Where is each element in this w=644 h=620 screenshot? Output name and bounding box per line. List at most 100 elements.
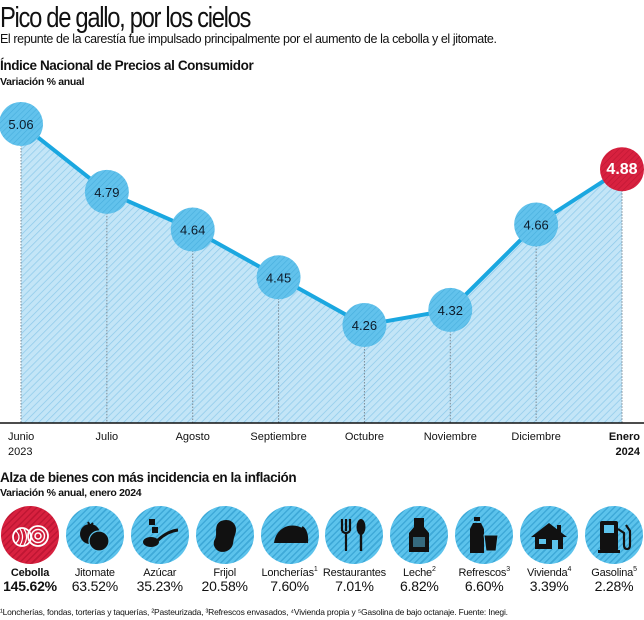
- item-gasolina: Gasolina5 2.28%: [581, 506, 644, 594]
- point-marker: [428, 287, 473, 332]
- data-label: 4.45: [266, 270, 291, 285]
- data-label: 4.88: [606, 161, 637, 178]
- x-tick-month: Diciembre: [511, 431, 561, 443]
- item-name: Gasolina5: [591, 566, 637, 579]
- item-value: 2.28%: [594, 578, 634, 594]
- item-name: Refrescos3: [458, 566, 511, 579]
- x-tick-label: Agosto: [176, 430, 210, 445]
- item-frijol: Frijol 20.58%: [192, 506, 258, 594]
- fork-spoon-icon: [341, 519, 366, 551]
- milk-bottle-icon: [409, 518, 430, 552]
- data-point: 4.79: [84, 169, 129, 214]
- sugar-spoon-icon: [142, 519, 178, 547]
- item-value: 3.39%: [529, 578, 569, 594]
- item-name: Jitomate: [74, 567, 115, 579]
- data-label: 4.79: [94, 185, 119, 200]
- data-point: 5.06: [0, 102, 43, 146]
- item-az-car: Azúcar 35.23%: [127, 506, 193, 594]
- item-name: Vivienda4: [527, 566, 572, 579]
- point-marker: [256, 255, 301, 300]
- point-marker: [514, 202, 559, 247]
- items-list: Cebolla 145.62% Jitomate 63.52% Azúcar 35.23%…: [0, 506, 644, 596]
- x-tick-label: Septiembre: [250, 430, 306, 445]
- point-marker: [0, 102, 43, 146]
- items-subtitle: Variación % anual, enero 2024: [0, 487, 142, 499]
- footnote: ¹Loncherías, fondas, torterías y taquerí…: [0, 607, 508, 617]
- item-value: 6.60%: [464, 578, 504, 594]
- data-label: 4.66: [523, 218, 548, 233]
- item-name: Cebolla: [10, 567, 50, 579]
- item-icon-circle: [325, 506, 384, 564]
- item-value: 6.82%: [399, 578, 439, 594]
- x-tick-month: Julio: [95, 431, 119, 443]
- x-tick-month: Enero: [608, 431, 640, 443]
- x-tick-month: Octubre: [344, 431, 384, 443]
- item-icon-circle: [260, 506, 319, 564]
- bean-icon: [213, 519, 236, 552]
- footnote-marker: 4: [567, 566, 572, 573]
- data-point: 4.64: [170, 207, 215, 252]
- gas-pump-icon: [598, 521, 632, 553]
- item-name: Azúcar: [143, 567, 177, 579]
- item-value: 63.52%: [71, 578, 119, 594]
- x-tick-label: Noviembre: [424, 430, 477, 445]
- chart-subtitle: Variación % anual: [0, 76, 85, 88]
- item-value: 145.62%: [3, 578, 57, 594]
- x-tick-month: Junio: [8, 431, 35, 443]
- chart-title: Índice Nacional de Precios al Consumidor: [0, 58, 254, 73]
- item-icon-circle: [195, 506, 254, 564]
- x-tick-month: Agosto: [175, 431, 210, 443]
- data-point: 4.26: [342, 303, 387, 348]
- x-tick-year: 2023: [8, 446, 33, 458]
- x-tick-label: Diciembre: [511, 430, 561, 445]
- soda-icon: [470, 517, 499, 553]
- item-name: Loncherías1: [261, 566, 318, 579]
- data-label: 4.32: [438, 303, 463, 318]
- point-marker: [342, 303, 387, 348]
- item-refrescos: Refrescos3 6.60%: [451, 506, 517, 594]
- data-label: 4.26: [352, 318, 377, 333]
- x-tick-month: Septiembre: [250, 431, 307, 443]
- item-name: Frijol: [213, 567, 236, 579]
- item-icon-circle: [455, 506, 514, 564]
- point-marker: [600, 147, 644, 192]
- item-jitomate: Jitomate 63.52%: [62, 506, 128, 594]
- onion-icon: [12, 525, 49, 547]
- item-icon-circle: [130, 506, 189, 564]
- point-marker: [84, 169, 129, 214]
- item-restaurantes: Restaurantes 7.01%: [321, 506, 387, 594]
- items-title: Alza de bienes con más incidencia en la …: [0, 470, 297, 485]
- x-tick-label: Enero 2024: [609, 430, 640, 460]
- x-tick-label: Julio: [96, 430, 119, 445]
- inpc-area-chart: 5.06 4.79 4.64 4.45 4.26 4.32 4.66 4.88: [0, 102, 644, 424]
- x-tick-label: Octubre: [345, 430, 384, 445]
- item-leche: Leche2 6.82%: [386, 506, 452, 594]
- footnote-marker: 5: [633, 566, 637, 573]
- x-tick-month: Noviembre: [423, 431, 477, 443]
- x-tick-label: Junio 2023: [8, 430, 34, 460]
- house-icon: [531, 523, 568, 549]
- data-point: 4.88: [600, 147, 644, 192]
- item-name: Restaurantes: [322, 567, 386, 579]
- footnote-marker: 3: [506, 566, 510, 573]
- item-icon-circle: [1, 506, 59, 564]
- item-value: 35.23%: [136, 578, 183, 594]
- item-name: Leche2: [402, 566, 436, 579]
- footnote-marker: 1: [313, 566, 318, 573]
- tomato-icon: [79, 521, 110, 552]
- item-loncher-as: Loncherías1 7.60%: [257, 506, 323, 594]
- item-value: 7.60%: [270, 578, 309, 594]
- item-icon-circle: [520, 506, 579, 564]
- data-label: 5.06: [8, 117, 33, 132]
- item-value: 20.58%: [201, 578, 248, 594]
- footnote-marker: 2: [431, 566, 436, 573]
- area-fill: [21, 124, 622, 423]
- data-point: 4.32: [428, 287, 473, 332]
- data-point: 4.66: [514, 202, 559, 247]
- item-vivienda: Vivienda4 3.39%: [516, 506, 582, 594]
- page-subtitle: El repunte de la carestía fue impulsado …: [0, 32, 497, 46]
- taco-icon: [273, 525, 308, 544]
- x-tick-year: 2024: [615, 446, 640, 458]
- item-icon-circle: [390, 506, 449, 564]
- item-icon-circle: [585, 506, 643, 564]
